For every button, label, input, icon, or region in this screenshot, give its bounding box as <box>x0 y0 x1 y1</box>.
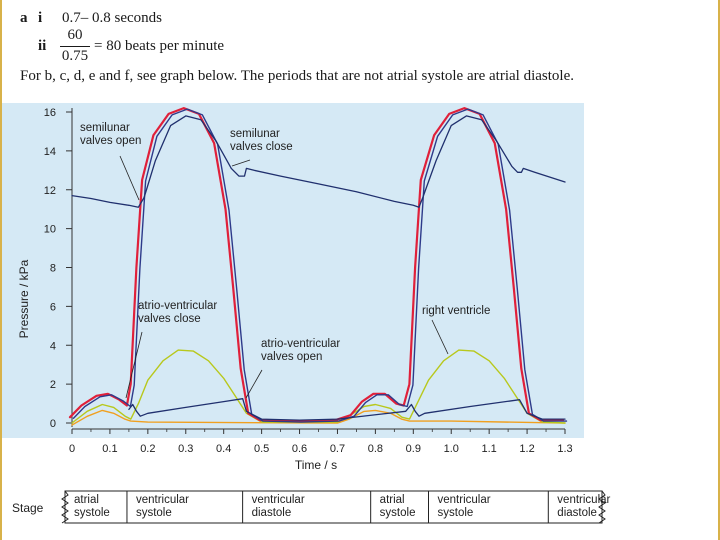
stage-name: ventricular <box>136 494 189 506</box>
stage-name: systole <box>438 507 474 519</box>
x-tick-labels: 0 0.1 0.2 0.3 0.4 0.5 0.6 0.7 0.8 0.9 1.0 1.1 1.2 1.3 <box>69 428 573 455</box>
annotation-text: right ventricle <box>422 305 490 317</box>
answer-header: a i 0.7– 0.8 seconds ii 60 0.75 = 80 bea… <box>0 0 720 92</box>
x-axis-label: Time / s <box>295 458 337 472</box>
stage-name: systole <box>380 507 416 519</box>
annotation-leader <box>125 331 143 399</box>
part-ii-label: ii <box>38 38 47 54</box>
stage-name: ventricular <box>438 494 491 506</box>
annotation-leader <box>431 319 449 355</box>
fraction-numerator: 60 <box>67 27 83 43</box>
stage-name: atrial <box>380 494 405 506</box>
x-tick-label: 0.8 <box>368 443 383 455</box>
y-axis-label: Pressure / kPa <box>17 259 31 338</box>
x-tick-label: 1.1 <box>482 443 497 455</box>
x-tick-label: 0 <box>69 443 75 455</box>
stage-name: systole <box>74 507 110 519</box>
annotation-text: valves open <box>261 351 322 363</box>
stage-name: atrial <box>74 494 99 506</box>
y-tick-label: 8 <box>50 263 56 275</box>
stage-name: diastole <box>557 507 597 519</box>
stage-bar-frame <box>64 490 603 524</box>
y-tick-label: 10 <box>44 224 56 236</box>
aorta-line <box>71 115 566 208</box>
stage-bar-break-right <box>598 490 606 524</box>
series-group <box>68 107 568 426</box>
stage-name: ventricular <box>557 494 610 506</box>
part-i-label: i <box>38 10 43 26</box>
stage-label: Stage <box>12 501 44 515</box>
x-tick-label: 0.9 <box>406 443 421 455</box>
left-atrium-line <box>128 398 566 421</box>
y-tick-label: 2 <box>50 379 56 391</box>
plot-area <box>0 103 584 438</box>
part-i-answer: 0.7– 0.8 seconds <box>62 10 162 26</box>
left-border <box>0 0 2 540</box>
x-tick-label: 0.5 <box>254 443 269 455</box>
stage-bar: atrialsystoleventricularsystoleventricul… <box>61 490 611 524</box>
y-tick-label: 4 <box>50 340 56 352</box>
annotation-leader <box>231 159 251 167</box>
left-ventricle-inner-line <box>72 108 568 423</box>
x-tick-label: 0.6 <box>292 443 307 455</box>
annotation-text: valves close <box>138 313 201 325</box>
stage-name: ventricular <box>252 494 305 506</box>
x-tick-label: 1.2 <box>519 443 534 455</box>
part-ii-result: = 80 beats per minute <box>94 38 225 54</box>
stage-name: systole <box>136 507 172 519</box>
x-tick-label: 0.1 <box>102 443 117 455</box>
y-tick-labels: 0 2 4 6 8 10 12 14 16 <box>44 107 73 430</box>
annotation-text: atrio-ventricular <box>138 300 217 312</box>
x-tick-label: 0.3 <box>178 443 193 455</box>
annotation-text: semilunar <box>230 128 280 140</box>
annotation-text: atrio-ventricular <box>261 338 340 350</box>
fraction-denominator: 0.75 <box>61 48 89 64</box>
orange-line <box>71 409 566 426</box>
annotation-right-ventricle: right ventricle <box>422 305 490 355</box>
annotation-leader <box>119 155 140 201</box>
annotation-leader <box>245 369 263 399</box>
annotation-text: valves close <box>230 141 293 153</box>
stage-name: diastole <box>252 507 292 519</box>
x-tick-label: 1.0 <box>444 443 459 455</box>
y-tick-label: 12 <box>44 185 56 197</box>
stage-bar-break-left <box>61 490 69 524</box>
right-border <box>718 0 720 540</box>
x-tick-label: 0.7 <box>330 443 345 455</box>
x-tick-label: 0.2 <box>140 443 155 455</box>
y-tick-label: 14 <box>44 146 56 158</box>
annotation-text: valves open <box>80 135 141 147</box>
x-tick-label: 1.3 <box>557 443 572 455</box>
y-tick-label: 6 <box>50 301 56 313</box>
annotation-text: semilunar <box>80 122 130 134</box>
y-tick-label: 0 <box>50 418 56 430</box>
graph-note: For b, c, d, e and f, see graph below. T… <box>20 68 574 84</box>
y-tick-label: 16 <box>44 107 56 119</box>
fraction-bar <box>60 46 90 47</box>
x-tick-label: 0.4 <box>216 443 231 455</box>
part-a-label: a <box>20 10 28 26</box>
